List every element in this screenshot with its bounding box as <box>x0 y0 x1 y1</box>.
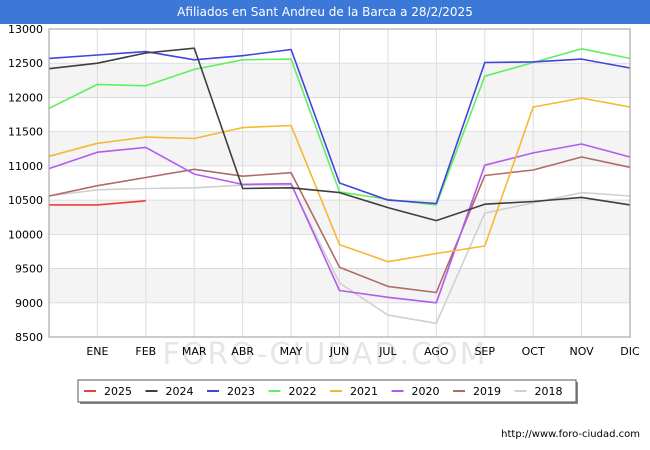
x-tick-label: MAY <box>280 345 303 358</box>
series-line-2024 <box>48 47 631 222</box>
legend-label-2019: 2019 <box>473 385 501 398</box>
chart-title: Afiliados en Sant Andreu de la Barca a 2… <box>177 5 473 19</box>
title-bar <box>0 0 650 24</box>
x-tick-label: AGO <box>424 345 449 358</box>
plot-border <box>48 28 631 338</box>
y-tick-label: 10500 <box>8 194 43 207</box>
x-tick-label: JUN <box>329 345 350 358</box>
y-tick-label: 12500 <box>8 57 43 70</box>
y-tick-label: 12000 <box>8 91 43 104</box>
x-tick-label: DIC <box>620 345 640 358</box>
legend-label-2022: 2022 <box>289 385 317 398</box>
y-axis-ticks: 8500 9000 9500 10000 10500 11000 11500 12000 125… <box>8 23 43 344</box>
source-url: http://www.foro-ciudad.com <box>501 429 640 440</box>
x-tick-label: JUL <box>378 345 397 358</box>
series-lines <box>48 47 631 325</box>
x-tick-label: ENE <box>86 345 108 358</box>
x-tick-label: MAR <box>182 345 207 358</box>
x-tick-label: SEP <box>474 345 495 358</box>
watermark: FORO-CIUDAD.COM <box>163 337 488 372</box>
legend-label-2023: 2023 <box>227 385 255 398</box>
x-tick-label: OCT <box>522 345 545 358</box>
y-tick-label: 11500 <box>8 126 43 139</box>
series-line-2023 <box>48 48 631 205</box>
series-line-2025 <box>49 200 146 206</box>
y-tick-label: 10000 <box>8 228 43 241</box>
legend-box <box>77 379 577 403</box>
series-line-2021 <box>48 97 631 263</box>
series-line-2018 <box>48 184 631 325</box>
legend: 2025 2024 2023 2022 2021 2020 2019 2018 <box>77 379 578 404</box>
y-tick-label: 13000 <box>8 23 43 36</box>
legend-label-2025: 2025 <box>104 385 132 398</box>
x-tick-label: NOV <box>569 345 594 358</box>
x-axis-ticks: ENE FEB MAR ABR MAY JUN JUL AGO SEP OCT NOV DIC <box>86 345 640 358</box>
x-tick-label: ABR <box>231 345 254 358</box>
x-tick-label: FEB <box>135 345 156 358</box>
series-line-2019 <box>48 156 631 294</box>
y-tick-label: 9000 <box>15 297 43 310</box>
legend-label-2024: 2024 <box>166 385 194 398</box>
legend-label-2020: 2020 <box>412 385 440 398</box>
y-tick-label: 9500 <box>15 263 43 276</box>
legend-label-2018: 2018 <box>535 385 563 398</box>
legend-label-2021: 2021 <box>350 385 378 398</box>
y-tick-label: 11000 <box>8 160 43 173</box>
series-line-2020 <box>48 143 631 304</box>
y-tick-label: 8500 <box>15 331 43 344</box>
